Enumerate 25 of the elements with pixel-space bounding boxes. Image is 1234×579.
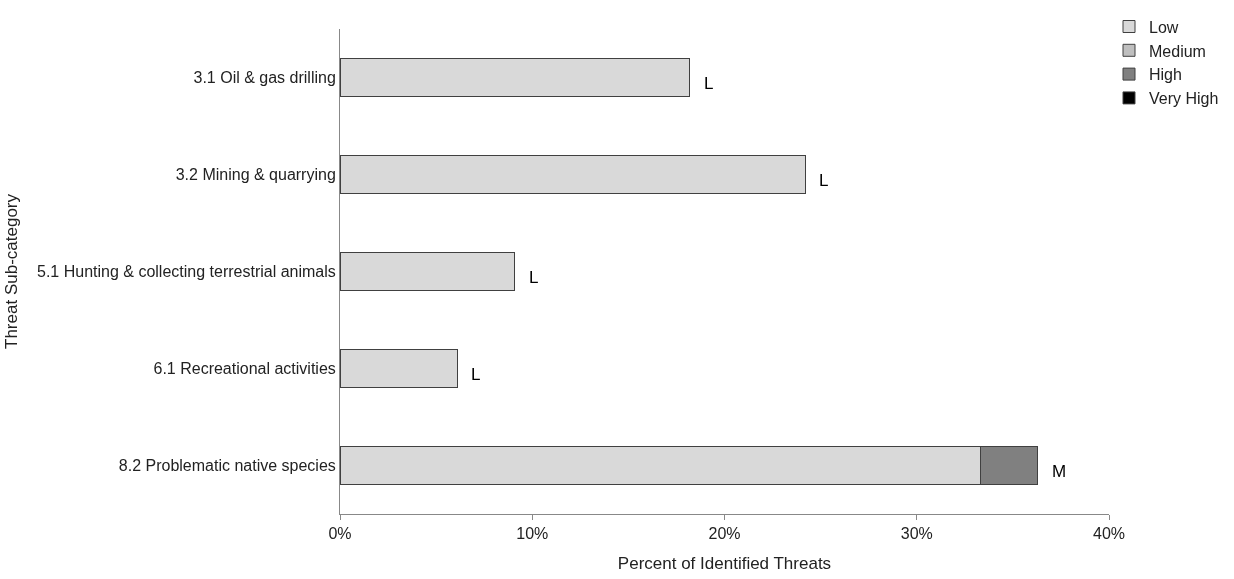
bar: [340, 251, 516, 292]
x-axis-title: Percent of Identified Threats: [617, 553, 832, 573]
x-tick-label: 30%: [900, 525, 933, 543]
y-tick-label: 3.1 Oil & gas drilling: [193, 69, 336, 87]
y-tick-label: 8.2 Problematic native species: [118, 457, 336, 475]
bar: [340, 57, 691, 98]
annotation: L: [704, 74, 714, 93]
x-tick-label: 40%: [1092, 525, 1126, 543]
bar: [340, 348, 458, 389]
legend-label: Medium: [1149, 42, 1206, 60]
y-tick-label: 5.1 Hunting & collecting terrestrial animals: [36, 263, 336, 281]
annotation: M: [1052, 462, 1067, 481]
y-axis-title: Threat Sub-category: [1, 193, 21, 349]
y-tick-label: 6.1 Recreational activities: [153, 360, 336, 378]
x-tick-label: 0%: [328, 525, 352, 543]
legend-label: Low: [1149, 18, 1179, 36]
x-tick-label: 20%: [708, 525, 741, 543]
annotation: L: [529, 268, 539, 287]
bar: [340, 154, 806, 195]
x-tick-label: 10%: [516, 525, 549, 543]
legend-label: High: [1149, 66, 1182, 84]
y-tick-label: 3.2 Mining & quarrying: [175, 166, 336, 184]
annotation: L: [819, 171, 829, 190]
legend-label: Very High: [1149, 90, 1219, 108]
annotation: L: [471, 365, 481, 384]
